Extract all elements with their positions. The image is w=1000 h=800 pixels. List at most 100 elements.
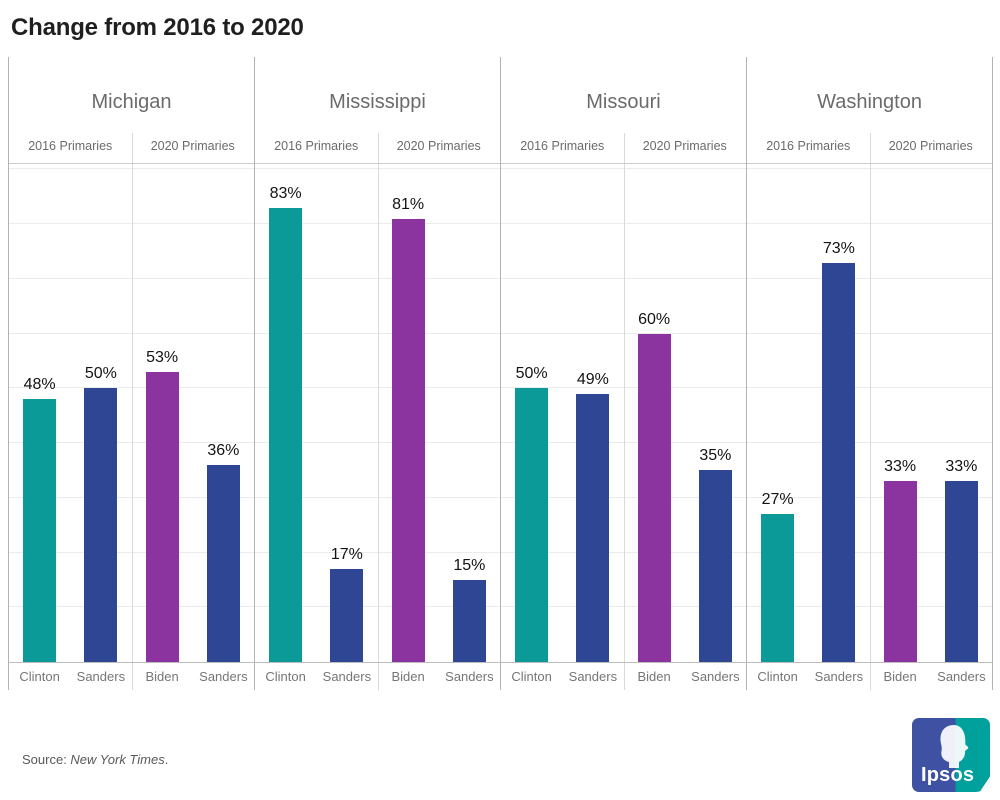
bar-mississippi-2016-sanders (330, 569, 364, 662)
value-label-michigan-2016-clinton: 48% (23, 376, 56, 393)
bar-group-washington-2016: 27% 73% (747, 164, 870, 662)
subheaders-michigan: 2016 Primaries 2020 Primaries (9, 133, 254, 163)
category-label-mississippi-2016-clinton: Clinton (265, 669, 306, 684)
category-label-mississippi-2020-biden: Biden (391, 669, 425, 684)
bar-mississippi-2020-biden (391, 219, 425, 662)
bar-washington-2020-biden (883, 481, 917, 662)
bar-wrap-mississippi-2016-clinton: 83% (269, 185, 303, 662)
value-label-washington-2020-biden: 33% (884, 458, 917, 475)
subheader-michigan-2016: 2016 Primaries (28, 139, 113, 153)
bar-wrap-michigan-2020-sanders: 36% (206, 442, 240, 662)
source-prefix: Source: (22, 752, 71, 767)
value-label-michigan-2020-sanders: 36% (207, 442, 240, 459)
source-name: New York Times (70, 752, 165, 767)
value-label-michigan-2016-sanders: 50% (84, 365, 117, 382)
state-panel-michigan: Michigan 2016 Primaries 2020 Primaries 48% 5… (9, 57, 255, 690)
panel-header-washington: Washington 2016 Primaries 2020 Primaries (747, 57, 992, 164)
bar-missouri-2020-biden (637, 334, 671, 662)
value-label-missouri-2016-clinton: 50% (515, 365, 548, 382)
plot-area-mississippi: 83% 17% 81% 15% (255, 164, 500, 663)
category-group-missouri-2016: Clinton Sanders (501, 663, 624, 690)
value-label-missouri-2020-biden: 60% (638, 311, 671, 328)
category-group-washington-2016: Clinton Sanders (747, 663, 870, 690)
bar-group-missouri-2016: 50% 49% (501, 164, 624, 662)
category-label-michigan-2016-clinton: Clinton (19, 669, 60, 684)
bar-wrap-washington-2020-sanders: 33% (944, 458, 978, 662)
value-label-missouri-2016-sanders: 49% (576, 371, 609, 388)
state-name-michigan: Michigan (91, 90, 172, 113)
bar-group-washington-2020: 33% 33% (870, 164, 993, 662)
category-label-mississippi-2016-sanders: Sanders (322, 669, 372, 684)
category-group-missouri-2020: Biden Sanders (624, 663, 747, 690)
state-name-missouri: Missouri (586, 90, 661, 113)
value-label-mississippi-2016-clinton: 83% (269, 185, 302, 202)
bar-wrap-missouri-2020-biden: 60% (637, 311, 671, 662)
bar-group-michigan-2020: 53% 36% (132, 164, 255, 662)
bar-michigan-2016-sanders (84, 388, 118, 662)
category-group-michigan-2020: Biden Sanders (132, 663, 255, 690)
category-label-washington-2016-clinton: Clinton (757, 669, 798, 684)
bar-wrap-missouri-2016-clinton: 50% (515, 365, 549, 662)
panel-header-missouri: Missouri 2016 Primaries 2020 Primaries (501, 57, 746, 164)
bar-michigan-2020-biden (145, 372, 179, 662)
category-label-michigan-2020-biden: Biden (145, 669, 179, 684)
bar-wrap-michigan-2016-sanders: 50% (84, 365, 118, 662)
ipsos-logo: Ipsos (912, 718, 990, 792)
bar-wrap-michigan-2016-clinton: 48% (23, 376, 57, 662)
bar-group-michigan-2016: 48% 50% (9, 164, 132, 662)
value-label-washington-2016-sanders: 73% (822, 240, 855, 257)
bar-group-missouri-2020: 60% 35% (624, 164, 747, 662)
value-label-mississippi-2020-sanders: 15% (453, 557, 486, 574)
state-panel-mississippi: Mississippi 2016 Primaries 2020 Primaries 8… (255, 57, 501, 690)
bar-wrap-washington-2016-clinton: 27% (761, 491, 795, 662)
bar-washington-2016-clinton (761, 514, 795, 662)
bar-missouri-2020-sanders (698, 470, 732, 662)
subheader-washington-2020: 2020 Primaries (888, 139, 973, 153)
bar-washington-2016-sanders (822, 263, 856, 662)
panel-header-michigan: Michigan 2016 Primaries 2020 Primaries (9, 57, 254, 164)
bar-michigan-2020-sanders (206, 465, 240, 662)
subheader-missouri-2016: 2016 Primaries (520, 139, 605, 153)
plot-area-missouri: 50% 49% 60% 35% (501, 164, 746, 663)
state-name-mississippi: Mississippi (329, 90, 426, 113)
category-label-washington-2020-biden: Biden (883, 669, 917, 684)
bar-group-mississippi-2016: 83% 17% (255, 164, 378, 662)
bar-wrap-missouri-2016-sanders: 49% (576, 371, 610, 662)
chart-title: Change from 2016 to 2020 (11, 14, 304, 41)
plot-area-washington: 27% 73% 33% 33% (747, 164, 992, 663)
state-panel-washington: Washington 2016 Primaries 2020 Primaries 27… (747, 57, 992, 690)
value-label-missouri-2020-sanders: 35% (699, 447, 732, 464)
ipsos-logo-notch (979, 775, 990, 792)
value-label-mississippi-2016-sanders: 17% (330, 546, 363, 563)
panel-header-mississippi: Mississippi 2016 Primaries 2020 Primaries (255, 57, 500, 164)
bar-wrap-mississippi-2020-sanders: 15% (452, 557, 486, 662)
state-name-washington: Washington (817, 90, 922, 113)
column-divider-michigan (131, 133, 133, 690)
profile-silhouette-icon (940, 725, 969, 768)
state-panels: Michigan 2016 Primaries 2020 Primaries 48% 5… (9, 57, 992, 690)
bar-wrap-washington-2016-sanders: 73% (822, 240, 856, 662)
category-labels-mississippi: Clinton Sanders Biden Sanders (255, 663, 500, 690)
category-label-missouri-2016-clinton: Clinton (511, 669, 552, 684)
category-group-washington-2020: Biden Sanders (870, 663, 993, 690)
subheaders-missouri: 2016 Primaries 2020 Primaries (501, 133, 746, 163)
category-label-missouri-2020-sanders: Sanders (691, 669, 740, 684)
plot-area-michigan: 48% 50% 53% 36% (9, 164, 254, 663)
bar-missouri-2016-clinton (515, 388, 549, 662)
column-divider-missouri (623, 133, 625, 690)
column-divider-mississippi (377, 133, 379, 690)
category-labels-missouri: Clinton Sanders Biden Sanders (501, 663, 746, 690)
category-group-mississippi-2016: Clinton Sanders (255, 663, 378, 690)
value-label-washington-2016-clinton: 27% (761, 491, 794, 508)
bar-mississippi-2016-clinton (269, 208, 303, 662)
category-label-washington-2016-sanders: Sanders (814, 669, 864, 684)
category-label-missouri-2016-sanders: Sanders (568, 669, 618, 684)
bar-wrap-mississippi-2016-sanders: 17% (330, 546, 364, 662)
category-labels-washington: Clinton Sanders Biden Sanders (747, 663, 992, 690)
subheader-mississippi-2016: 2016 Primaries (274, 139, 359, 153)
ipsos-logo-text: Ipsos (921, 764, 975, 786)
bar-chart: Michigan 2016 Primaries 2020 Primaries 48% 5… (8, 57, 993, 690)
bar-washington-2020-sanders (944, 481, 978, 662)
subheader-washington-2016: 2016 Primaries (766, 139, 851, 153)
